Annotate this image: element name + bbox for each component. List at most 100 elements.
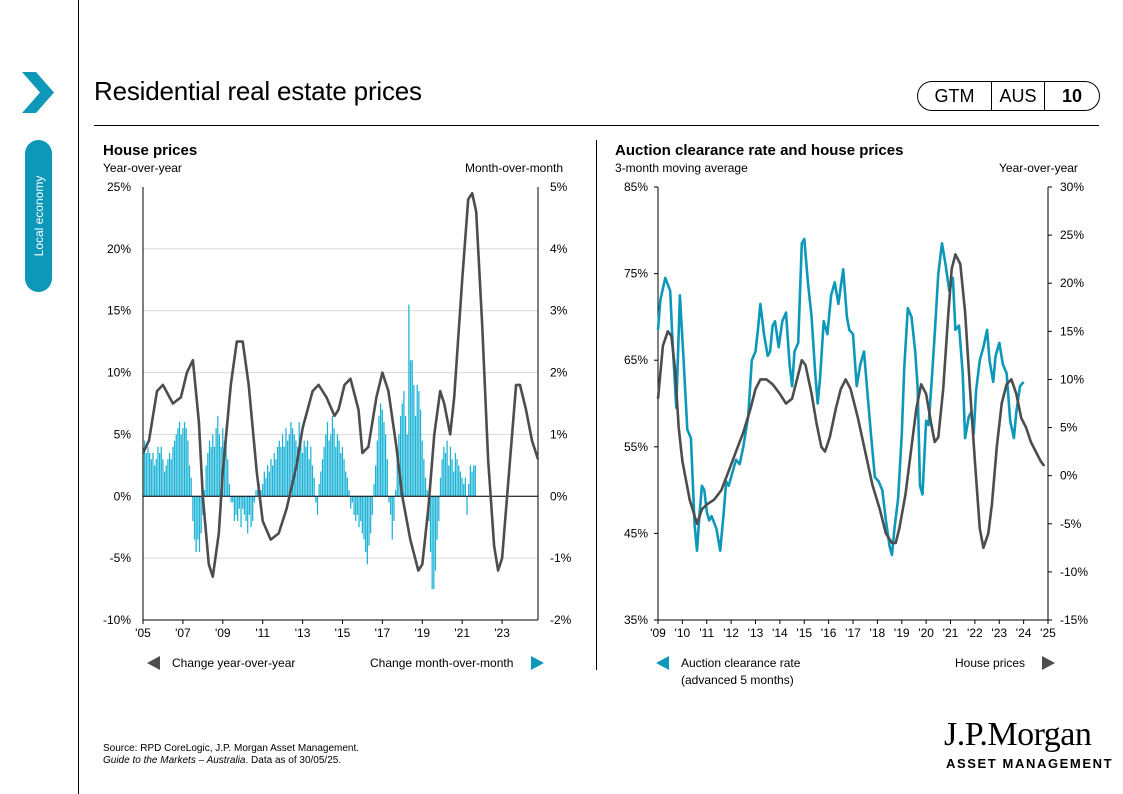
chart1-mom-bar [408,304,410,497]
chart1-mom-bar [178,422,181,497]
chart1-left-tick-label: -5% [110,551,132,565]
chart1-left-tick-label: 15% [107,304,131,318]
chart1-mom-bar [285,428,287,497]
chart1-mom-bar [448,465,450,497]
source-line-2: Guide to the Markets – Australia. Data a… [103,755,359,767]
chart1-mom-bar [433,496,435,590]
chart1-mom-bar [235,496,237,515]
page-badge: GTM AUS 10 [917,81,1100,111]
chart1-mom-bar [173,440,176,497]
chart1-mom-bar [303,440,305,497]
chart1-mom-bar [389,496,392,515]
chart1-mom-bar [170,459,172,497]
chart2-right-tick-label: 5% [1060,421,1078,435]
chart1-x-tick-label: '23 [494,626,510,640]
chart1-mom-bar [150,459,152,497]
chart1-mom-bar [185,428,187,497]
chart1-mom-bar [230,496,232,503]
chart1-mom-bar [356,496,358,515]
chart1-mom-bar [252,496,254,522]
chart2-right-axis-label: Year-over-year [999,161,1078,175]
chart1-mom-bar [182,428,184,497]
chart1-mom-bar [227,459,229,497]
chart2-left-axis-label: 3-month moving average [615,161,748,175]
chart1-mom-bar [198,496,201,552]
chart1-mom-bar [313,477,315,497]
chart1-mom-bar [338,440,340,497]
chart1-mom-bar [350,496,352,509]
chart2-plot: 85% 75% 65% 55% 45% 35% 30% 25% 20% 15% 10% 5% 0% -5%… [624,180,1088,640]
chart1-mom-bar [355,496,357,522]
chart1-x-tick-label: '09 [215,626,231,640]
chart1-mom-bar [180,434,182,497]
chart1-mom-bar [473,465,475,497]
chart2-x-tick-label: '20 [918,626,934,640]
chart1-mom-bar [290,422,292,497]
chart1-mom-bar [375,465,377,497]
left-triangle-icon [656,656,669,670]
chart1-mom-bar [223,440,226,497]
chart1-mom-bar [316,496,319,515]
chart1-mom-bar [215,428,217,497]
chart1-mom-bar [177,428,179,497]
chart2-x-tick-label: '24 [1016,626,1032,640]
chart1-mom-bar [298,422,300,497]
asset-management-logo: ASSET MANAGEMENT [946,756,1114,771]
chart1-mom-bar [172,446,174,497]
chart1-mom-bar [351,496,354,503]
chart1-mom-bar [441,459,443,497]
chart1-mom-bar [168,452,171,497]
chart1-mom-bar [381,409,383,497]
chart1-mom-bar [152,452,154,497]
chart1-mom-bar [326,422,329,497]
badge-region: AUS [992,82,1045,110]
chart1-mom-bar [340,452,342,497]
chart1-mom-bar [414,415,417,497]
chart1-mom-bar [456,459,458,497]
chart1-left-tick-label: -10% [103,613,131,627]
chart1-mom-bar [418,391,420,497]
chart1-mom-bar [383,422,385,497]
chart1-mom-bar [157,446,159,497]
chart1-mom-bar [217,415,219,497]
chart1-mom-bar [393,496,395,522]
chart1-right-tick-label: 5% [550,180,568,194]
chart1-mom-bar [278,440,280,497]
chart2-left-tick-label: 65% [624,353,648,367]
chart1-mom-bar [366,496,368,565]
chart1-x-tick-label: '07 [175,626,191,640]
chart1-mom-bar [474,465,476,497]
chart1-mom-bar [225,440,227,497]
chart1-mom-bar [257,490,259,497]
chart1-mom-bar [232,496,234,503]
chart1-mom-bar [464,477,467,497]
chart1-mom-bar [162,459,164,497]
chart1-mom-bar [403,391,405,497]
chart2-right-tick-label: 20% [1060,276,1084,290]
chart1-mom-bar [203,490,206,497]
chart1-mom-bar [394,490,397,497]
chart1-left-tick-label: 0% [114,489,132,503]
chart1-mom-bar [250,496,252,528]
chart1-mom-bar [361,496,363,534]
section-tab[interactable] [25,140,52,292]
chart2-x-tick-label: '13 [748,626,764,640]
chart1-right-tick-label: 2% [550,366,568,380]
chart1-mom-bar [242,496,244,509]
source-date: . Data as of 30/05/25. [245,755,342,766]
chart2-x-tick-label: '16 [821,626,837,640]
page-left-rule [78,0,79,794]
chart1-mom-bar [451,459,453,497]
chart1-mom-bar [296,446,299,497]
chart1-right-tick-label: 1% [550,427,568,441]
chart2-right-tick-label: -5% [1060,517,1082,531]
chart2-title: Auction clearance rate and house prices [615,142,904,159]
chart1-mom-bar [200,496,202,534]
chart1-mom-bar [453,471,455,497]
chart1-mom-bar [188,465,191,497]
chart1-mom-bar [330,434,332,497]
chart1-x-tick-label: '13 [295,626,311,640]
chart1-mom-bar [260,490,262,497]
chart1-mom-bar [443,446,445,497]
chart1-left-tick-label: 5% [114,427,132,441]
